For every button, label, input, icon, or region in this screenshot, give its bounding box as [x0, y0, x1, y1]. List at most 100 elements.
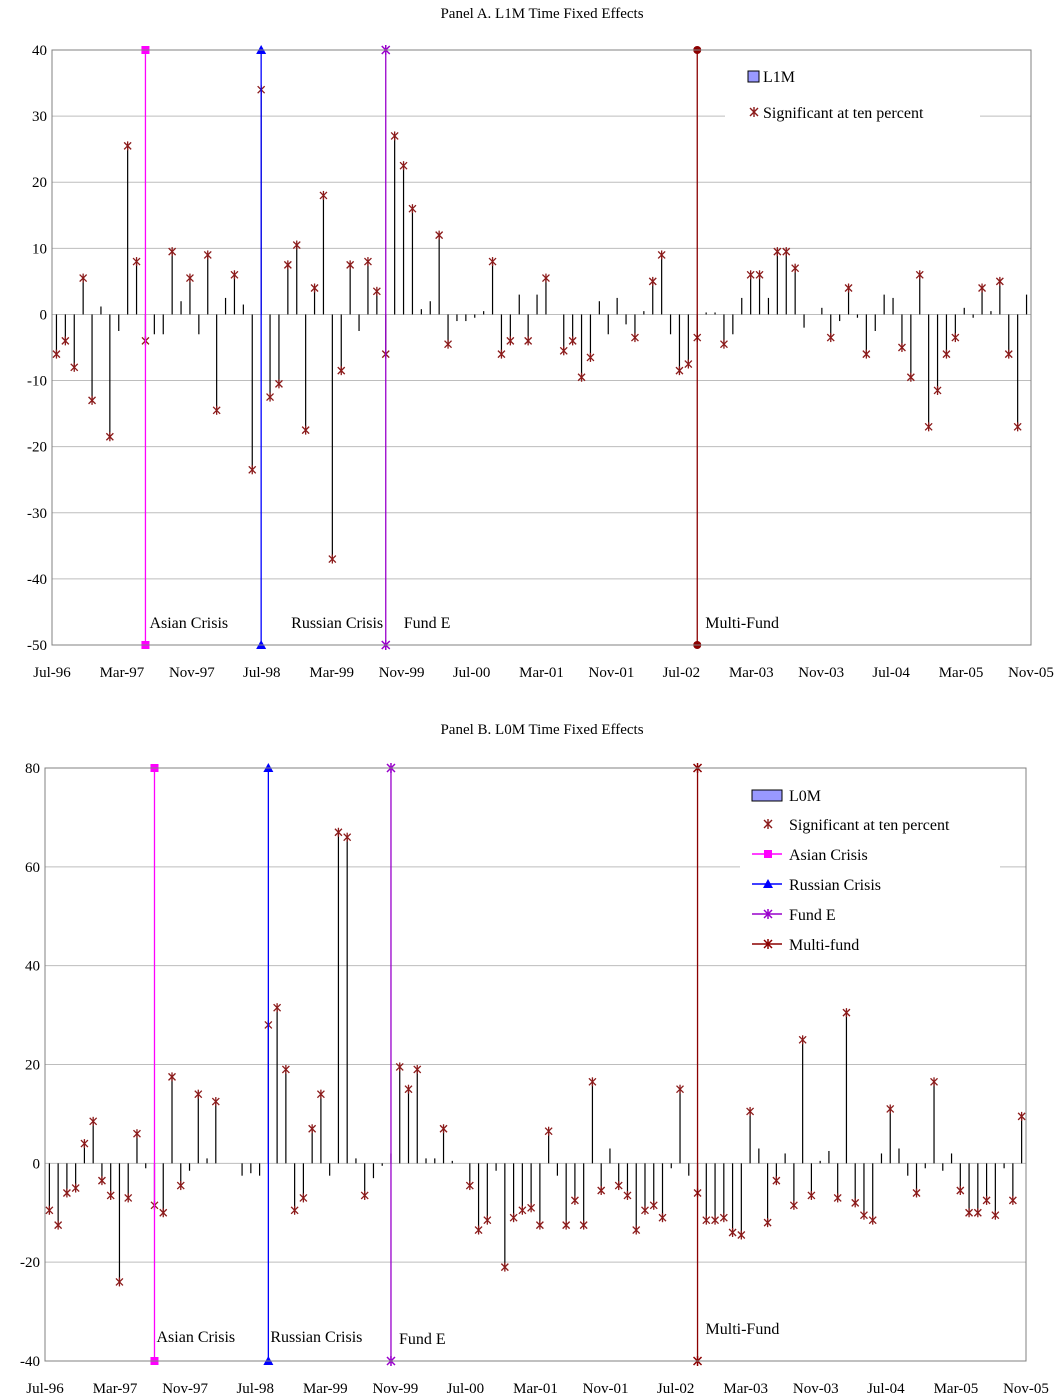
panel-b-significance-marker	[641, 1205, 649, 1215]
panel-b-significance-marker	[176, 1181, 185, 1191]
panel-b-significance-marker	[360, 1190, 369, 1200]
legend-russian-crisis-marker	[752, 879, 782, 888]
legend-l1m-label: L1M	[763, 69, 795, 86]
panel-a-significance-marker	[675, 366, 684, 376]
panel-a-significance-marker	[123, 141, 132, 151]
panel-a-y-ticks: 40 30 20 10 0 -10 -20 -30 -40 -50	[27, 43, 47, 654]
panel-b-x-tick-label: Nov-01	[583, 1381, 629, 1397]
panel-b-significance-marker	[544, 1126, 553, 1136]
panel-a-x-ticks: Jul-96 Mar-97 Nov-97 Jul-98 Mar-99 Nov-99 Jul-…	[33, 665, 1054, 681]
panel-a-x-tick-label: Jul-04	[872, 665, 910, 681]
panel-b-significance-marker	[404, 1084, 413, 1094]
panel-a-significance-marker	[328, 554, 337, 564]
panel-a-significance-marker	[559, 346, 568, 356]
panel-b-x-tick-label: Jul-96	[26, 1381, 64, 1397]
panel-b-significance-marker	[588, 1077, 597, 1087]
panel-b-significance-marker	[474, 1225, 483, 1235]
panel-b-plot-frame	[44, 767, 1027, 1362]
panel-b-x-tick-label: Nov-03	[793, 1381, 839, 1397]
panel-b-x-tick-label: Mar-99	[303, 1381, 348, 1397]
panel-a-significance-marker	[390, 131, 399, 141]
panel-a-significance-marker	[70, 362, 79, 372]
panel-b-title: Panel B. L0M Time Fixed Effects	[440, 722, 643, 738]
panel-b-significance-marker	[316, 1089, 325, 1099]
panel-a-significance-marker	[924, 422, 933, 432]
panel-b-significance-marker	[562, 1220, 571, 1230]
panel-b-significance-marker	[842, 1008, 851, 1018]
panel-b-significance-marker	[1008, 1195, 1017, 1205]
panel-b-significance-marker	[746, 1106, 755, 1116]
panel-b-x-tick-label: Jul-04	[867, 1381, 905, 1397]
panel-a-x-tick-label: Nov-97	[169, 665, 215, 681]
panel-b-significance-marker	[97, 1176, 106, 1186]
panel-b-significance-marker	[168, 1072, 176, 1082]
panel-b-significance-marker	[527, 1203, 536, 1213]
panel-a-significance-marker	[61, 336, 70, 346]
panel-a-significance-marker	[577, 372, 586, 382]
panel-b-significance-marker	[211, 1097, 220, 1107]
panel-a-significance-marker	[88, 395, 97, 405]
panel-b-x-tick-label: Nov-05	[1003, 1381, 1049, 1397]
panel-a-x-tick-label: Nov-03	[798, 665, 844, 681]
panel-a-significance-marker	[444, 339, 453, 349]
panel-b-significance-marker	[395, 1062, 404, 1072]
panel-a-y-tick-label: 10	[32, 241, 47, 257]
panel-b-legend-box	[740, 780, 1000, 960]
panel-b-significance-marker	[62, 1188, 71, 1198]
panel-a-significance-marker	[497, 349, 506, 359]
panel-b-legend: L0M Significant at ten percent Asian Cri…	[740, 780, 1000, 960]
panel-b-significance-marker	[719, 1213, 728, 1223]
panel-a-significance-marker	[310, 283, 319, 293]
panel-b-x-ticks: Jul-96 Mar-97 Nov-97 Jul-98 Mar-99 Nov-99 Jul-…	[26, 1381, 1049, 1397]
panel-a-significance-marker	[826, 333, 835, 343]
panel-b-significance-marker	[483, 1215, 492, 1225]
panel-a-x-tick-label: Jul-96	[33, 665, 71, 681]
panel-a-significance-marker	[212, 405, 221, 415]
panel-a-x-tick-label: Mar-05	[939, 665, 984, 681]
panel-b-significance-marker	[649, 1200, 658, 1210]
panel-b-significance-marker	[1017, 1111, 1026, 1121]
panel-b-y-ticks: 80 60 40 20 0 -20 -40	[20, 761, 40, 1370]
panel-b-significance-marker	[851, 1198, 860, 1208]
panel-b-significance-marker	[518, 1205, 527, 1215]
panel-a-x-tick-label: Nov-05	[1008, 665, 1054, 681]
panel-b-significance-marker	[194, 1089, 203, 1099]
panel-a-significance-marker	[862, 349, 871, 359]
panel-b-significance-marker	[623, 1190, 632, 1200]
panel-a-x-tick-label: Jul-00	[453, 665, 491, 681]
panel-b-significance-marker	[500, 1262, 509, 1272]
panel-b-significance-marker	[54, 1220, 63, 1230]
panel-b-significance-marker	[334, 827, 343, 837]
panel-a-events: Asian Crisis Russian Crisis Fund E Multi-Fu…	[141, 45, 779, 650]
panel-a-event-label: Asian Crisis	[149, 615, 228, 632]
panel-b-significance-marker	[807, 1190, 816, 1200]
panel-b-event-label: Russian Crisis	[270, 1329, 362, 1346]
panel-a-y-tick-label: -10	[27, 374, 47, 390]
panel-b-significance-marker	[106, 1190, 115, 1200]
panel-a-x-tick-label: Jul-02	[663, 665, 701, 681]
panel-a-y-tick-label: -50	[27, 638, 47, 654]
panel-a-significance-marker	[105, 432, 114, 442]
panel-a-significance-marker	[168, 247, 177, 257]
panel-a-significance-marker	[791, 263, 800, 273]
panel-a-legend-box	[725, 58, 980, 128]
panel-a-significance-marker	[363, 257, 372, 267]
panel-b-significance-marker	[45, 1205, 54, 1215]
panel-a-significance-marker	[337, 366, 346, 376]
panel-b-significance-marker	[798, 1035, 807, 1045]
panel-b-significance-marker	[763, 1218, 772, 1228]
panel-a-plot-frame	[51, 49, 1032, 646]
panel-b-significance-marker	[982, 1195, 991, 1205]
panel-b-significance-marker	[658, 1213, 667, 1223]
panel-b-significance-marker	[676, 1084, 684, 1094]
panel-a-significance-marker	[648, 276, 657, 286]
panel-b-significance-marker	[579, 1220, 588, 1230]
panel-b-significance-marker	[860, 1210, 868, 1220]
panel-a-y-tick-label: 30	[32, 109, 47, 125]
panel-a-significance-marker	[933, 385, 942, 395]
panel-b-x-tick-label: Jul-00	[447, 1381, 485, 1397]
panel-a-x-tick-label: Nov-99	[379, 665, 425, 681]
panel-b-significance-marker	[614, 1181, 623, 1191]
panel-b-significance-marker	[632, 1225, 641, 1235]
